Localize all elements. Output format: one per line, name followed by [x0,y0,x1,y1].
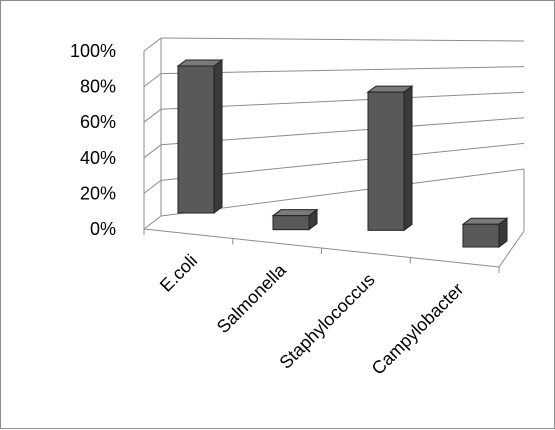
side-gridline [143,144,162,159]
bar-front-face [367,91,405,231]
side-gridline [143,180,162,194]
x-category-label: E.coli [156,250,201,295]
bar-top-face [366,85,414,93]
bar-front-face [177,65,215,214]
side-gridline [143,108,162,123]
bar [461,217,509,248]
bars [176,59,509,248]
bar-side-face [403,85,413,232]
x-category-label: Staphylococcus [275,269,378,372]
bar [176,59,224,214]
y-tick-label: 60% [80,112,116,132]
gridline [160,168,525,217]
y-axis-ticks: 0% 20% 40% 60% 80% 100% [70,41,116,239]
y-tick-label: 20% [80,183,116,203]
side-gridline [143,37,162,52]
y-tick-label: 80% [80,77,116,97]
bar-top-face [271,209,319,217]
bar-side-face [213,59,223,214]
side-gridline [143,73,162,87]
bar-front-face [272,215,310,231]
side-gridline [143,215,162,230]
bar-top-face [461,217,509,225]
bar-front-face [462,223,500,248]
x-category-label: Salmonella [213,259,291,337]
floor-right-edge [498,230,525,268]
y-tick-label: 100% [70,41,116,61]
gridline [160,37,525,42]
x-category-label: Campylobacter [368,279,468,379]
x-axis-labels: E.coli SalmonellaStaphylococcusCampylobac… [156,250,468,378]
bar-top-face [176,59,224,67]
y-tick-label: 0% [90,219,116,239]
bar [366,85,414,232]
bar [271,208,319,231]
y-tick-label: 40% [80,148,116,168]
